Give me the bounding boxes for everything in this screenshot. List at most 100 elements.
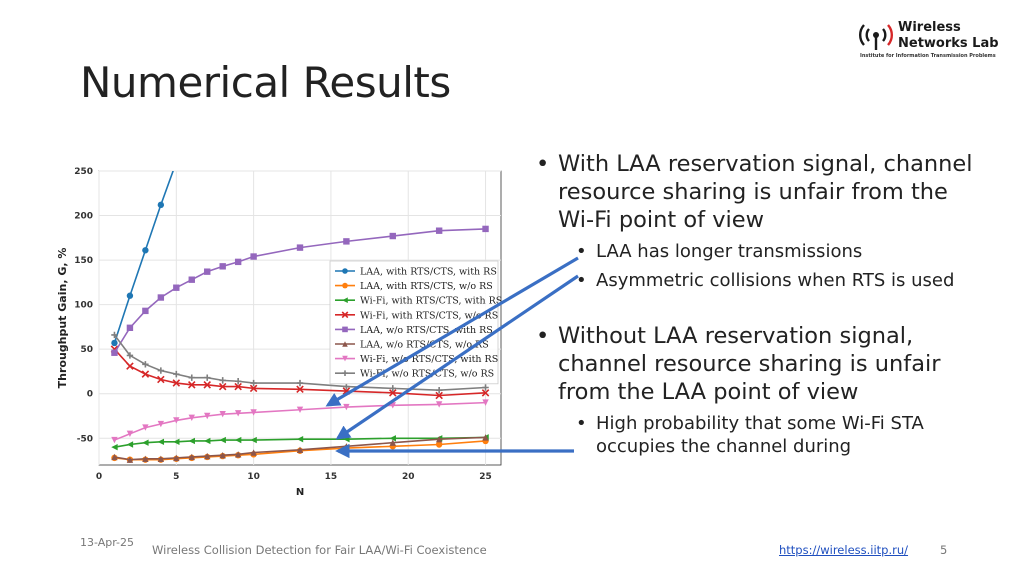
data-point [188,381,196,389]
logo-text-line2: Networks Lab [898,36,999,51]
data-point [204,412,211,420]
legend-label: Wi-Fi, w/o RTS/CTS, with RS [360,354,498,365]
data-point [142,307,149,315]
data-point [173,438,180,446]
y-tick-label: 250 [74,167,93,177]
y-axis-label: Throughput Gain, G, % [56,248,69,389]
data-point [204,374,211,381]
bullet-dot: • [536,323,550,349]
data-point [296,435,304,443]
x-axis-label: N [296,487,304,498]
x-tick-label: 20 [402,472,415,482]
legend-label: LAA, with RTS/CTS, with RS [360,267,497,278]
bullet-list: • With LAA reservation signal, channel re… [536,150,976,458]
data-point [435,227,443,234]
bullet-sub-1-1: • LAA has longer transmissions [536,240,976,263]
bullet-main-1: • With LAA reservation signal, channel re… [536,150,976,234]
logo-subtitle: Institute for Information Transmission P… [860,53,996,59]
y-tick-label: 150 [74,256,93,266]
x-tick-label: 5 [173,472,179,482]
data-point [234,436,242,444]
x-tick-label: 0 [96,472,102,482]
data-point [142,455,149,462]
legend-entry: Wi-Fi, with RTS/CTS, with RS [335,296,502,307]
data-point [173,454,180,462]
bullet-sub-1-2: • Asymmetric collisions when RTS is used [536,269,976,292]
data-point [111,453,118,461]
data-point [157,420,165,428]
data-point [219,436,226,444]
series-5 [111,225,489,356]
data-point [188,374,195,381]
data-point [173,370,180,378]
y-tick-label: 0 [87,390,93,400]
data-point [203,381,211,389]
data-point [157,438,165,446]
data-point [188,453,195,461]
data-point [111,443,118,451]
legend-entry: LAA, with RTS/CTS, with RS [335,267,497,278]
data-point [234,410,242,417]
data-point [296,446,304,454]
data-point [126,362,134,370]
data-point [204,268,211,275]
data-point [296,379,304,387]
bullet-sub-1-1-text: LAA has longer transmissions [596,241,863,262]
bullet-dot: • [536,151,550,177]
data-point [188,276,195,283]
y-tick-label: -50 [77,434,93,444]
data-point [219,452,226,459]
footer-title: Wireless Collision Detection for Fair LA… [152,543,487,557]
wireless-signal-icon [859,24,893,50]
data-point [142,424,149,431]
data-point [157,201,165,209]
data-point [188,414,195,421]
data-point [342,326,348,333]
data-point [142,361,149,368]
data-point [126,456,134,463]
legend-entry: Wi-Fi, with RTS/CTS, w/o RS [335,310,498,321]
data-point [157,455,165,462]
legend-label: Wi-Fi, with RTS/CTS, with RS [360,296,502,307]
data-point [482,225,489,233]
data-point [157,375,165,384]
legend-box [329,260,499,385]
data-point [111,436,118,444]
data-point [219,411,226,418]
data-point [218,382,227,391]
data-point [234,378,242,385]
data-point [204,452,211,460]
data-point [342,268,348,274]
legend-label: LAA, with RTS/CTS, w/o RS [360,281,493,292]
data-point [126,430,134,438]
data-point [173,417,180,424]
data-point [126,324,134,331]
data-point [173,284,180,291]
bullet-dot: • [576,241,587,262]
data-point [204,437,211,445]
data-point [234,451,242,458]
data-point [389,439,396,446]
data-point [435,441,443,448]
data-point [126,292,134,299]
data-point [173,160,179,165]
bullet-main-2: • Without LAA reservation signal, channel… [536,322,976,406]
data-point [250,379,257,387]
y-tick-label: 100 [74,301,93,311]
data-point [342,282,348,289]
slide-number: 5 [940,543,948,557]
data-point [111,349,118,356]
data-point [126,441,134,448]
footer-date: 13-Apr-25 [80,536,135,549]
data-point [296,385,304,394]
data-point [142,439,149,446]
logo-text-line1: Wireless [898,20,961,35]
data-point [142,247,149,254]
data-point [296,406,304,413]
data-point [141,370,150,378]
footer-website-link[interactable]: https://wireless.iitp.ru/ [779,543,909,557]
x-tick-label: 10 [247,472,260,482]
data-point [250,436,257,444]
data-point [219,377,226,384]
data-point [111,339,118,347]
